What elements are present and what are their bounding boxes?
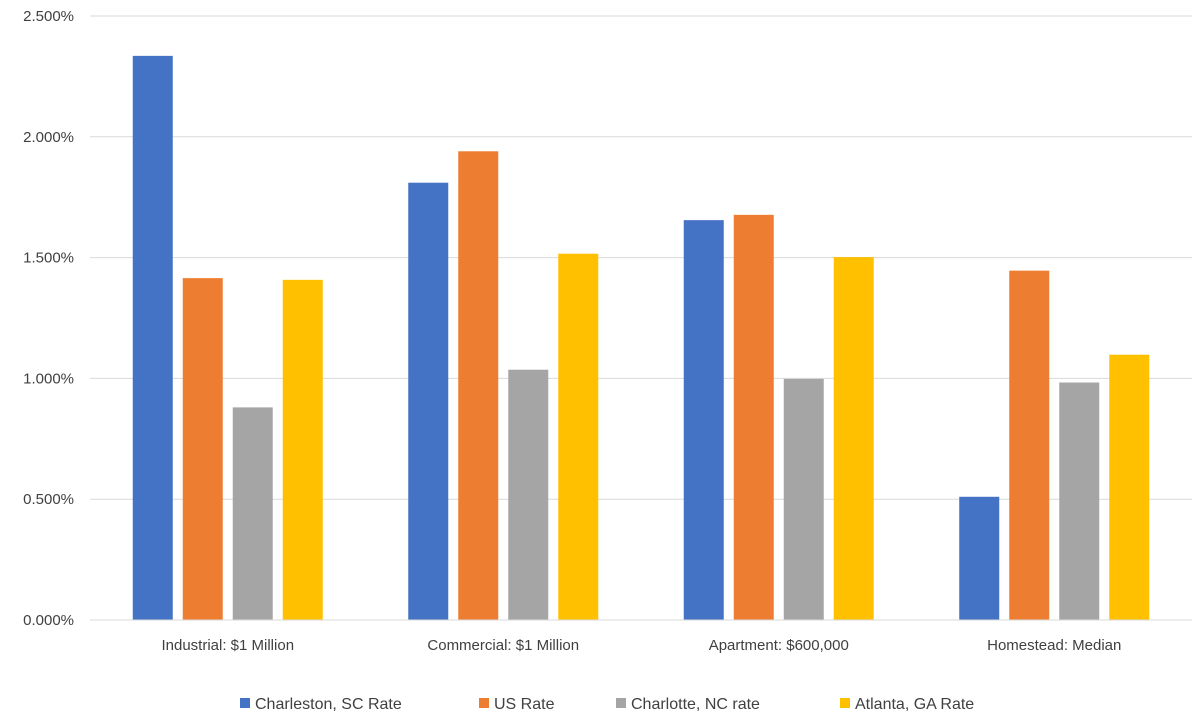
bar <box>783 378 824 620</box>
gridlines <box>90 15 1192 500</box>
legend: Charleston, SC Rate US Rate Charlotte, NC … <box>240 696 974 713</box>
y-tick-label: 0.500% <box>23 491 74 508</box>
x-category-label: Apartment: $600,000 <box>709 637 849 654</box>
bar <box>959 496 1000 620</box>
legend-swatch <box>479 698 489 708</box>
x-category-label: Industrial: $1 Million <box>161 637 294 654</box>
legend-label: US Rate <box>494 696 555 713</box>
bar <box>132 55 173 620</box>
legend-label: Charlotte, NC rate <box>631 696 760 713</box>
y-axis-ticks: 0.000% 0.500% 1.000% 1.500% 2.000% 2.500% <box>23 8 74 629</box>
legend-swatch <box>240 698 250 708</box>
bar <box>833 257 874 620</box>
bar <box>733 214 774 621</box>
bar <box>508 369 549 620</box>
legend-swatch <box>616 698 626 708</box>
bar <box>282 279 323 620</box>
y-tick-label: 1.500% <box>23 250 74 267</box>
bars <box>132 55 1150 621</box>
x-category-label: Homestead: Median <box>987 637 1121 654</box>
y-tick-label: 2.500% <box>23 8 74 25</box>
x-axis-categories: Industrial: $1 Million Commercial: $1 Mil… <box>161 637 1121 654</box>
bar <box>683 220 724 621</box>
bar <box>182 278 223 620</box>
y-tick-label: 0.000% <box>23 612 74 629</box>
x-category-label: Commercial: $1 Million <box>427 637 579 654</box>
y-tick-label: 1.000% <box>23 370 74 387</box>
bar <box>458 151 499 620</box>
legend-label: Atlanta, GA Rate <box>855 696 974 713</box>
legend-label: Charleston, SC Rate <box>255 696 402 713</box>
bar <box>1059 382 1100 620</box>
bar <box>1009 270 1050 620</box>
bar <box>1109 354 1150 620</box>
bar <box>408 182 449 621</box>
y-tick-label: 2.000% <box>23 129 74 146</box>
bar <box>232 407 273 620</box>
legend-swatch <box>840 698 850 708</box>
bar <box>558 253 599 620</box>
